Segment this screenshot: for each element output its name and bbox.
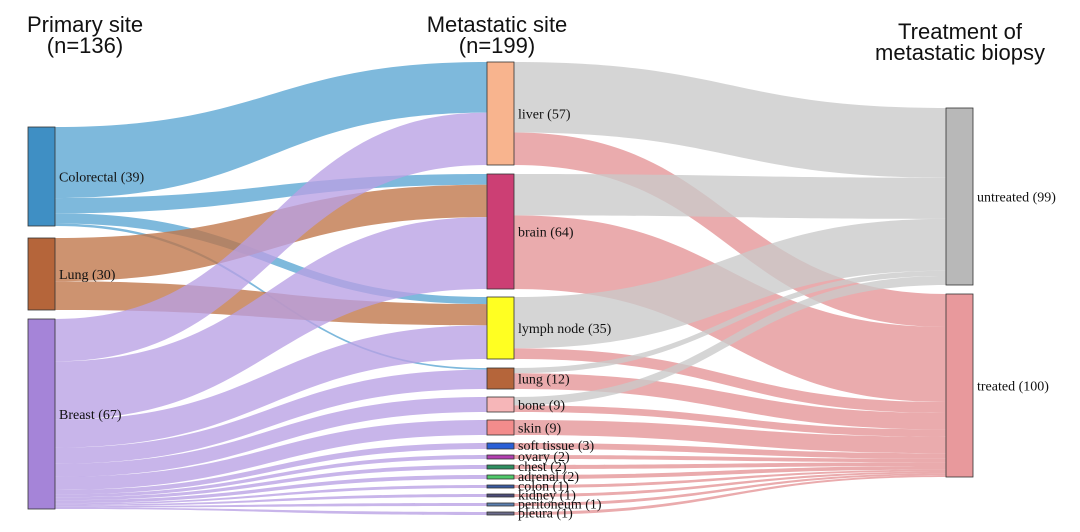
node-bone <box>486 396 515 413</box>
node-label-ovary: ovary (2) <box>518 450 570 465</box>
treatment-title: Treatment of <box>898 19 1022 44</box>
sankey-links <box>55 62 946 515</box>
node-label-adrenal: adrenal (2) <box>518 470 579 485</box>
flow-peritoneum-to-treated <box>514 473 946 506</box>
flow-breast-to-soft <box>55 443 487 495</box>
node-label-peritoneum: peritoneum (1) <box>518 498 602 513</box>
flow-breast-to-brain <box>55 217 487 420</box>
flow-brain-to-untreated <box>514 174 946 219</box>
sankey-labels: Colorectal (39) Lung (30) Breast (67) liver… <box>59 108 1056 522</box>
node-treated <box>945 293 974 478</box>
flow-breast-to-chest <box>55 465 487 501</box>
node-label-bone: bone (9) <box>518 399 565 414</box>
flow-breast-to-pleura <box>55 507 487 515</box>
node-colorectal <box>27 126 56 227</box>
flow-pleura-to-treated <box>514 475 946 515</box>
flow-liver-to-untreated <box>514 62 946 178</box>
node-kidney <box>486 493 515 498</box>
node-peritoneum <box>486 502 515 507</box>
treatment-subtitle: metastatic biopsy <box>875 40 1045 65</box>
node-label-colorectal: Colorectal (39) <box>59 171 144 186</box>
node-skin <box>486 419 515 436</box>
primary-site-count: (n=136) <box>46 33 124 58</box>
node-label-pleura: pleura (1) <box>518 507 573 522</box>
flow-adrenal-to-treated <box>514 466 946 479</box>
flow-bone-to-untreated <box>514 276 946 406</box>
node-brain <box>486 173 515 290</box>
flow-breast-to-liver <box>55 112 487 362</box>
node-label-skin: skin (9) <box>518 422 562 437</box>
flow-breast-to-colon <box>55 485 487 505</box>
node-label-treated: treated (100) <box>977 380 1049 395</box>
flow-breast-to-ovary <box>55 455 487 498</box>
flow-kidney-to-treated <box>514 471 946 497</box>
node-breast <box>27 318 56 510</box>
node-ovary <box>486 454 515 460</box>
flow-breast-to-skin <box>55 420 487 490</box>
flow-breast-to-adrenal <box>55 475 487 504</box>
sankey-nodes <box>27 61 974 516</box>
flow-breast-to-bone <box>55 397 487 477</box>
node-label-breast: Breast (67) <box>59 408 122 423</box>
flow-colon-to-treated <box>514 469 946 488</box>
node-label-brain: brain (64) <box>518 226 574 241</box>
node-untreated <box>945 107 974 286</box>
node-colon <box>486 484 515 489</box>
flow-lymph-to-treated <box>514 348 946 413</box>
flow-breast-to-lymph <box>55 325 487 448</box>
node-chest <box>486 464 515 470</box>
metastatic-site-count: (n=199) <box>458 33 536 58</box>
node-label-liver: liver (57) <box>518 108 571 123</box>
treatment-header: Treatment of metastatic biopsy <box>850 19 1070 65</box>
flow-ovary-to-treated <box>514 455 946 463</box>
flow-skin-to-treated <box>514 420 946 454</box>
node-lymph <box>486 296 515 360</box>
flow-bone-to-treated <box>514 405 946 437</box>
flow-colorectal-to-liver <box>55 62 487 199</box>
node-lung_m <box>486 367 515 390</box>
node-label-soft: soft tissue (3) <box>518 439 595 454</box>
flow-breast-to-lung_m <box>55 369 487 464</box>
flow-chest-to-treated <box>514 462 946 469</box>
flow-breast-to-kidney <box>55 494 487 507</box>
primary-site-title: Primary site <box>26 12 144 37</box>
flow-lung_m-to-untreated <box>514 270 946 374</box>
node-label-lymph: lymph node (35) <box>518 322 612 337</box>
node-soft <box>486 442 515 450</box>
node-label-lung_m: lung (12) <box>518 373 570 388</box>
metastatic-site-title: Metastatic site <box>426 12 568 37</box>
node-lung_p <box>27 237 56 311</box>
primary-site-header: Primary site (n=136) <box>10 12 160 58</box>
node-adrenal <box>486 474 515 480</box>
flow-breast-to-peritoneum <box>55 503 487 508</box>
node-label-chest: chest (2) <box>518 460 567 475</box>
node-pleura <box>486 511 515 516</box>
node-liver <box>486 61 515 166</box>
metastatic-site-header: Metastatic site (n=199) <box>397 12 597 58</box>
node-label-untreated: untreated (99) <box>977 191 1056 206</box>
flow-lymph-to-untreated <box>514 218 946 349</box>
flow-soft-to-treated <box>514 443 946 459</box>
node-label-kidney: kidney (1) <box>518 489 576 504</box>
node-label-lung_p: Lung (30) <box>59 268 116 283</box>
node-label-colon: colon (1) <box>518 480 569 495</box>
